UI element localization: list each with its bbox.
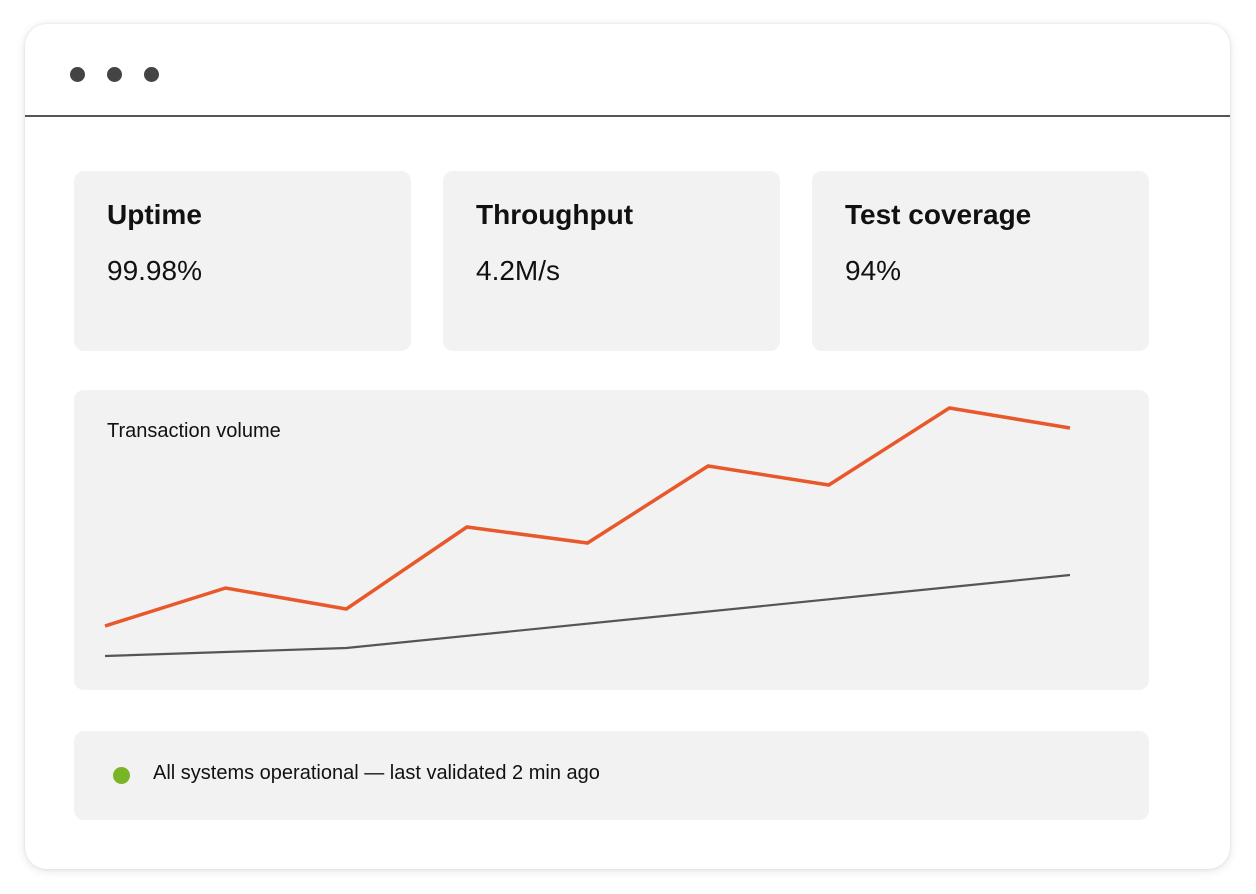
metric-card-uptime: Uptime 99.98% [74, 171, 411, 351]
window-control-dot[interactable] [70, 67, 85, 82]
metric-card-test-coverage: Test coverage 94% [812, 171, 1149, 351]
status-text: All systems operational — last validated… [153, 762, 600, 784]
app-window: Uptime 99.98% Throughput 4.2M/s Test cov… [25, 24, 1230, 869]
chart-title: Transaction volume [107, 420, 281, 442]
metric-value: 99.98% [107, 255, 202, 286]
status-ok-icon [113, 767, 130, 784]
metric-title: Test coverage [845, 199, 1032, 230]
window-control-dot[interactable] [144, 67, 159, 82]
metric-title: Uptime [107, 199, 202, 230]
metric-title: Throughput [476, 199, 634, 230]
window-control-dot[interactable] [107, 67, 122, 82]
transaction-chart-panel: Transaction volume [74, 390, 1149, 690]
status-panel: All systems operational — last validated… [74, 731, 1149, 820]
series-line-transactions [104, 406, 1071, 628]
metric-value: 4.2M/s [476, 255, 561, 286]
transaction-line-chart [104, 406, 1071, 658]
window-titlebar [25, 24, 1230, 117]
series-line-baseline [104, 573, 1071, 658]
metric-card-throughput: Throughput 4.2M/s [443, 171, 780, 351]
metric-value: 94% [845, 255, 902, 286]
